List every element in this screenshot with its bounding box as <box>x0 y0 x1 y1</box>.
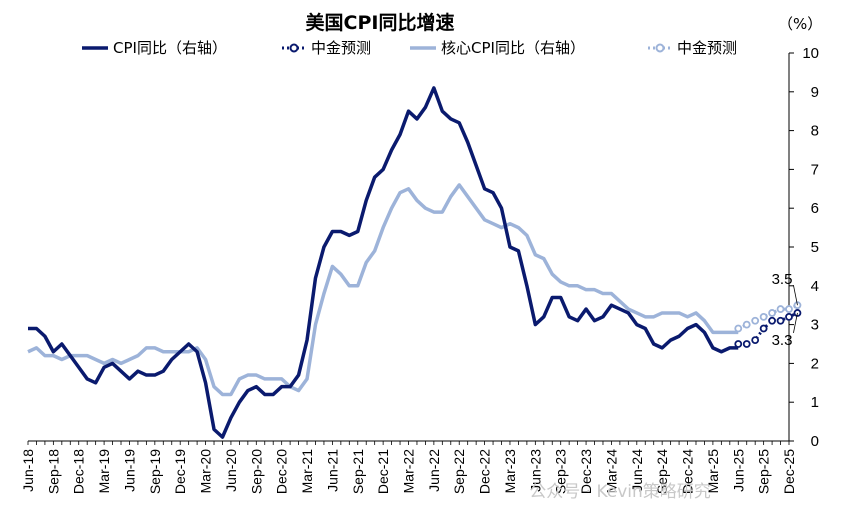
x-tick-label: Dec-19 <box>172 449 188 494</box>
x-tick-label: Mar-25 <box>705 449 721 494</box>
forecast-point <box>776 316 785 325</box>
chart-title: 美国CPI同比增速 <box>306 11 455 34</box>
legend-item-cpi-forecast: 中金预测 <box>282 39 371 57</box>
x-tick-label: Mar-22 <box>401 449 417 494</box>
x-tick-label: Dec-20 <box>274 449 290 494</box>
watermark: 公众号 · Kevin策略研究 <box>529 482 711 502</box>
forecast-point <box>734 340 743 348</box>
x-tick-label: Dec-24 <box>680 449 696 494</box>
x-tick-label: Jun-18 <box>20 449 36 492</box>
series-line-0 <box>28 86 739 439</box>
x-tick-label: Mar-20 <box>198 449 214 494</box>
x-tick-label: Jun-20 <box>223 449 239 492</box>
forecast-point <box>759 312 768 321</box>
forecast-point <box>768 309 776 317</box>
x-tick-label: Sep-19 <box>147 449 163 494</box>
forecast-point <box>768 316 776 325</box>
forecast-point <box>742 340 751 348</box>
x-tick-label: Jun-22 <box>426 449 442 492</box>
y-tick-label: 6 <box>811 200 819 217</box>
legend-item-core-cpi-forecast: 中金预测 <box>648 39 737 57</box>
x-tick-label: Dec-23 <box>578 449 594 494</box>
y-tick-label: 5 <box>811 239 819 256</box>
y-tick-label: 7 <box>811 161 819 178</box>
x-tick-label: Sep-20 <box>248 449 264 494</box>
x-tick-label: Jun-19 <box>121 449 137 492</box>
x-tick-label: Jun-24 <box>629 449 645 492</box>
annotation-label: 3.3 <box>772 332 793 349</box>
forecast-point <box>742 320 751 329</box>
y-tick-label: 4 <box>811 278 819 295</box>
x-tick-label: Dec-25 <box>781 449 797 494</box>
legend-label-cpi-forecast: 中金预测 <box>311 39 371 57</box>
x-tick-label: Dec-21 <box>375 449 391 494</box>
x-tick-label: Sep-24 <box>654 449 670 494</box>
forecast-point <box>759 324 768 333</box>
x-tick-label: Mar-19 <box>96 449 112 494</box>
legend-label-cpi: CPI同比（右轴） <box>113 39 227 57</box>
legend-marker-core-forecast <box>655 43 665 53</box>
y-tick-label: 10 <box>802 45 819 62</box>
forecast-point <box>776 305 785 313</box>
legend-marker-cpi-forecast <box>289 43 299 53</box>
x-tick-label: Sep-25 <box>756 449 772 494</box>
x-tick-label: Jun-25 <box>730 449 746 492</box>
forecast-point <box>751 316 760 325</box>
axes: 0 1 2 3 4 5 6 7 8 9 10 Jun-18 Sep-18 Dec-18 Mar-19 Jun-… <box>20 45 819 494</box>
x-tick-label: Jun-21 <box>324 449 340 492</box>
x-tick-label: Mar-23 <box>502 449 518 494</box>
y-tick-label: 9 <box>811 84 819 101</box>
series-line-2 <box>27 183 739 397</box>
legend-label-core-cpi-forecast: 中金预测 <box>677 39 737 57</box>
x-tick-label: Jun-23 <box>527 449 543 492</box>
x-tick-label: Sep-23 <box>553 449 569 494</box>
forecast-point <box>785 305 793 313</box>
forecast-point <box>785 312 793 321</box>
x-tick-label: Dec-18 <box>71 449 87 494</box>
x-tick-label: Mar-24 <box>603 449 619 494</box>
legend: CPI同比（右轴） 中金预测 核心CPI同比（右轴） 中金预测 <box>82 39 737 57</box>
annotations: 3.5 3.3 <box>772 271 798 349</box>
y-tick-label: 1 <box>811 394 819 411</box>
forecast-point <box>751 336 760 345</box>
y-tick-label: 8 <box>811 123 819 140</box>
x-tick-label: Sep-22 <box>451 449 467 494</box>
y-tick-label: 2 <box>811 355 819 372</box>
series-layer <box>27 86 802 439</box>
annotation-leader <box>793 285 798 306</box>
forecast-point <box>734 324 743 333</box>
x-tick-label: Mar-21 <box>299 449 315 494</box>
y-axis-unit: （%） <box>778 15 822 33</box>
x-tick-label: Sep-21 <box>350 449 366 494</box>
x-tick-label: Sep-18 <box>45 449 61 494</box>
y-tick-label: 0 <box>811 433 819 450</box>
annotation-leader <box>793 312 798 334</box>
legend-item-core-cpi: 核心CPI同比（右轴） <box>410 39 585 57</box>
legend-item-cpi: CPI同比（右轴） <box>82 39 227 57</box>
y-tick-label: 3 <box>811 317 819 334</box>
annotation-label: 3.5 <box>772 271 793 288</box>
x-tick-label: Dec-22 <box>477 449 493 494</box>
legend-label-core-cpi: 核心CPI同比（右轴） <box>441 39 585 57</box>
